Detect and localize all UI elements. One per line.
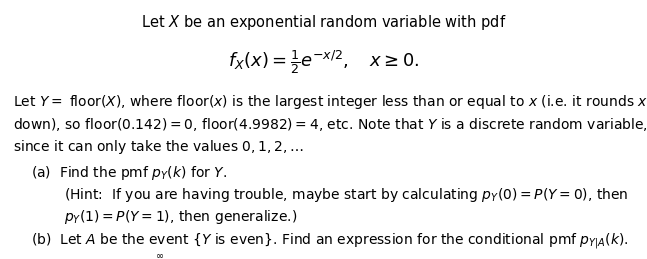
Text: Let $Y =$ floor$(X)$, where floor$(x)$ is the largest integer less than or equal: Let $Y =$ floor$(X)$, where floor$(x)$ i… <box>13 93 647 111</box>
Text: (b)  Let $A$ be the event $\{Y$ is even$\}$. Find an expression for the conditio: (b) Let $A$ be the event $\{Y$ is even$\… <box>30 231 628 251</box>
Text: down), so floor$(0.142) = 0$, floor$(4.9982) = 4$, etc. Note that $Y$ is a discr: down), so floor$(0.142) = 0$, floor$(4.9… <box>13 116 647 133</box>
Text: since it can only take the values $0, 1, 2, \ldots$: since it can only take the values $0, 1,… <box>13 138 304 156</box>
Text: Let $X$ be an exponential random variable with pdf: Let $X$ be an exponential random variabl… <box>140 13 507 32</box>
Text: $f_X(x) = \frac{1}{2}e^{-x/2}, \quad x \geq 0.$: $f_X(x) = \frac{1}{2}e^{-x/2}, \quad x \… <box>228 48 419 76</box>
Text: Handy fact: $\sum_{\ell=0}^{\infty} a^{\ell} = \frac{1}{1-a}$ when $|a| < 1$.: Handy fact: $\sum_{\ell=0}^{\infty} a^{\… <box>63 253 322 259</box>
Text: $p_Y(1) = P(Y = 1)$, then generalize.): $p_Y(1) = P(Y = 1)$, then generalize.) <box>63 208 297 226</box>
Text: (a)  Find the pmf $p_Y(k)$ for $Y$.: (a) Find the pmf $p_Y(k)$ for $Y$. <box>30 164 226 182</box>
Text: (Hint:  If you are having trouble, maybe start by calculating $p_Y(0) = P(Y = 0): (Hint: If you are having trouble, maybe … <box>63 186 628 204</box>
